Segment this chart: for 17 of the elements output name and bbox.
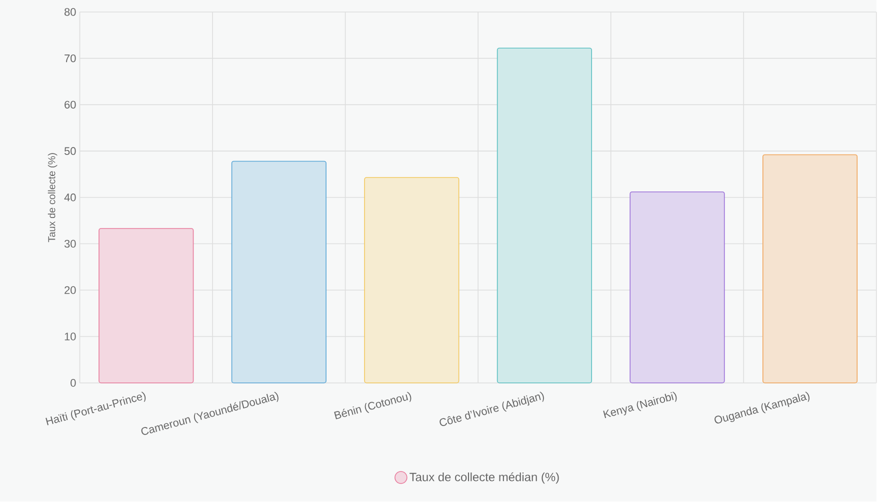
y-tick-label: 60 (64, 101, 76, 109)
y-tick-label: 70 (64, 54, 76, 62)
bar (98, 228, 194, 384)
y-tick-label: 0 (70, 379, 76, 387)
y-tick-label: 40 (64, 194, 76, 202)
legend-label: Taux de collecte médian (%) (410, 472, 559, 484)
bar (364, 177, 460, 384)
y-axis-title: Taux de collecte (%) (48, 153, 58, 242)
y-tick-label: 50 (64, 147, 76, 156)
bar (231, 161, 326, 384)
bar (496, 48, 592, 384)
y-tick-label: 10 (64, 332, 76, 341)
y-tick-label: 80 (64, 8, 76, 16)
y-tick-label: 20 (64, 286, 76, 294)
y-tick-label: 30 (64, 240, 76, 248)
bar (630, 192, 725, 384)
bar (762, 154, 858, 384)
